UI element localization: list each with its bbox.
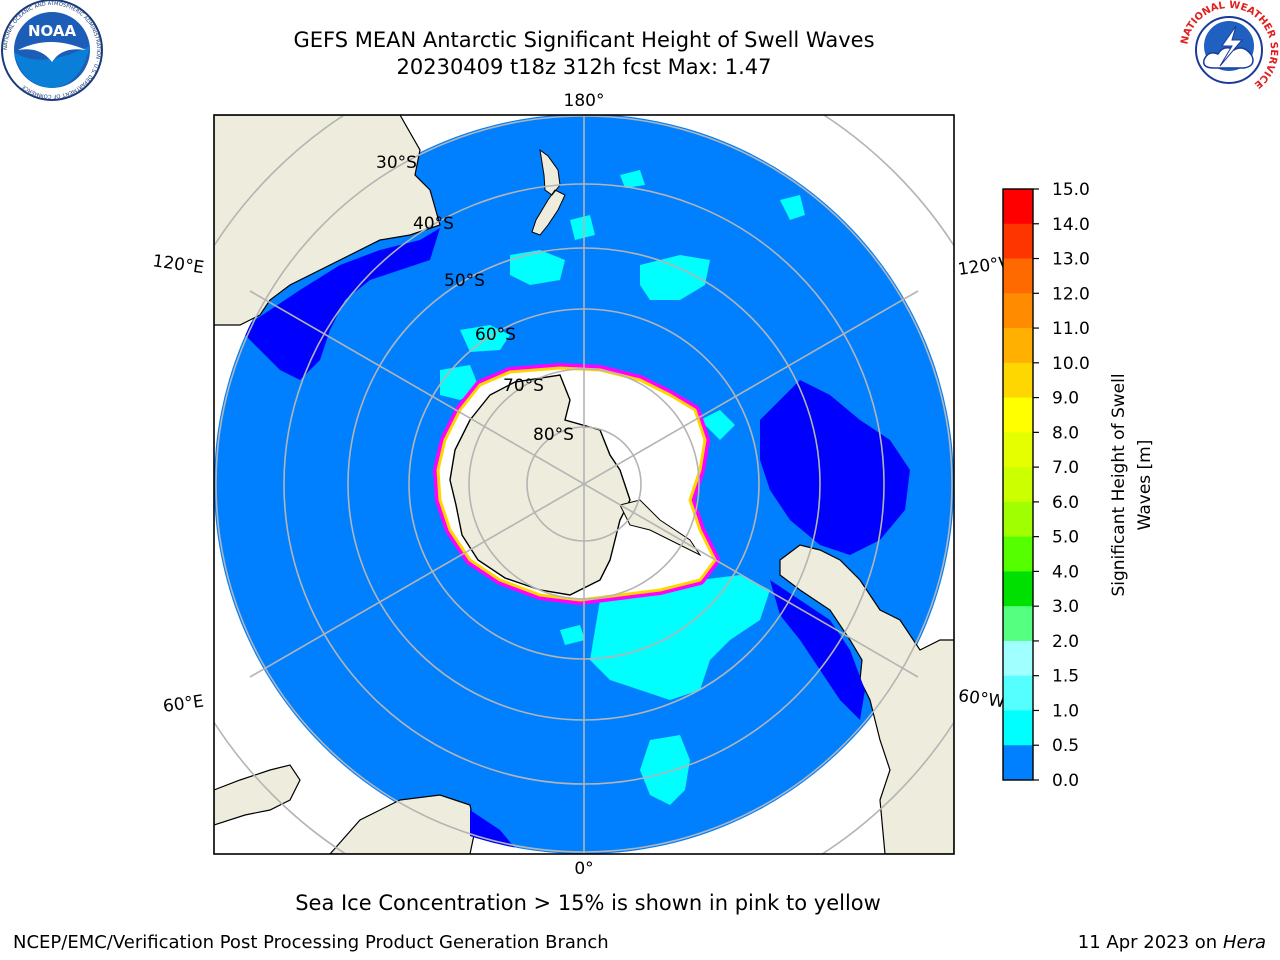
colorbar-tick-label: 4.0 — [1052, 562, 1079, 582]
new-zealand-land — [531, 148, 566, 236]
lat-label-60s: 60°S — [475, 325, 516, 345]
colorbar-tick-label: 0.5 — [1052, 736, 1079, 756]
colorbar-tick-label: 15.0 — [1052, 180, 1090, 200]
lon-label-120e: 120°E — [151, 251, 205, 278]
colorbar-segment — [1003, 745, 1033, 781]
lat-label-70s: 70°S — [503, 376, 544, 396]
colorbar-tick-label: 1.0 — [1052, 701, 1079, 721]
colorbar-segment — [1003, 710, 1033, 746]
lon-label-60w: 60°W — [957, 686, 1006, 712]
colorbar-tick-label: 3.0 — [1052, 597, 1079, 617]
colorbar-tick-label: 11.0 — [1052, 319, 1090, 339]
colorbar-frame — [1002, 188, 1034, 781]
colorbar-tick-label: 5.0 — [1052, 528, 1079, 548]
mid-swell-regions — [440, 170, 805, 805]
colorbar-tick-label: 6.0 — [1052, 493, 1079, 513]
colorbar-segment — [1003, 397, 1033, 433]
lat-label-80s: 80°S — [533, 425, 574, 445]
colorbar: 15.0 14.0 13.0 12.0 11.0 10.0 9.0 8.0 7.0 6.0 5.0 4… — [1002, 180, 1090, 791]
colorbar-segment — [1003, 258, 1033, 294]
chart-title: GEFS MEAN Antarctic Significant Height o… — [293, 28, 875, 52]
colorbar-segment — [1003, 362, 1033, 399]
date-text: 11 Apr 2023 on — [1077, 932, 1223, 953]
chart-subtitle: 20230409 t18z 312h fcst Max: 1.47 — [396, 55, 772, 79]
colorbar-segment — [1003, 536, 1033, 572]
noaa-logo-text: NOAA — [28, 22, 77, 40]
antarctica-land — [449, 374, 631, 596]
colorbar-segment — [1003, 223, 1033, 260]
colorbar-label-line2: Waves [m] — [1135, 440, 1155, 531]
machine-name: Hera — [1222, 932, 1266, 953]
graticule — [214, 115, 954, 854]
noaa-logo-icon: NOAA NATIONAL OCEANIC AND ATMOSPHERIC AD… — [1, 0, 103, 101]
colorbar-tick-label: 9.0 — [1052, 389, 1079, 409]
colorbar-segment — [1003, 571, 1033, 607]
lon-label-0: 0° — [574, 859, 593, 879]
colorbar-segment — [1003, 606, 1033, 642]
lat-label-40s: 40°S — [413, 214, 454, 234]
south-america-land — [779, 544, 954, 854]
credit-text: NCEP/EMC/Verification Post Processing Pr… — [13, 932, 609, 953]
lon-label-180: 180° — [564, 91, 605, 111]
colorbar-segment — [1003, 328, 1033, 364]
nws-logo-icon: NATIONAL WEATHER SERVICE — [1179, 0, 1279, 98]
date-stamp: 11 Apr 2023 on Hera — [1078, 932, 1266, 953]
colorbar-segment — [1003, 432, 1033, 468]
colorbar-segment — [1003, 640, 1033, 677]
colorbar-segment — [1003, 467, 1033, 503]
colorbar-segment — [1003, 293, 1033, 329]
colorbar-tick-label: 10.0 — [1052, 354, 1090, 374]
colorbar-tick-label: 12.0 — [1052, 284, 1090, 304]
colorbar-segment — [1003, 675, 1033, 711]
lat-label-30s: 30°S — [376, 153, 417, 173]
colorbar-tick-label: 7.0 — [1052, 458, 1079, 478]
colorbar-tick-label: 14.0 — [1052, 215, 1090, 235]
colorbar-tick-label: 0.0 — [1052, 771, 1079, 791]
lat-label-50s: 50°S — [444, 271, 485, 291]
sea-ice-note: Sea Ice Concentration > 15% is shown in … — [295, 891, 881, 915]
lon-label-60e: 60°E — [162, 691, 205, 716]
colorbar-segment — [1003, 189, 1033, 225]
colorbar-tick-label: 2.0 — [1052, 632, 1079, 652]
map-panel — [214, 115, 954, 854]
colorbar-tick-label: 1.5 — [1052, 667, 1079, 687]
africa-land — [329, 794, 476, 854]
colorbar-segment — [1003, 501, 1033, 538]
colorbar-tick-label: 13.0 — [1052, 250, 1090, 270]
map-frame — [213, 114, 955, 855]
colorbar-tick-label: 8.0 — [1052, 423, 1079, 443]
colorbar-label-line1: Significant Height of Swell — [1109, 373, 1129, 596]
low-swell-regions — [240, 228, 910, 854]
